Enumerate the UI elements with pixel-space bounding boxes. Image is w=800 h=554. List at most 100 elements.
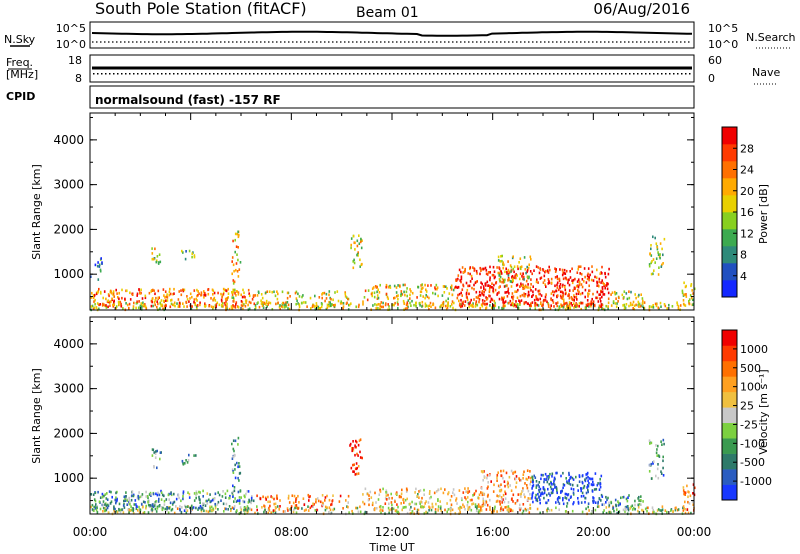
scatter-cell [467,506,470,510]
scatter-cell [481,282,483,286]
scatter-cell [264,291,267,295]
scatter-cell [542,487,545,490]
scatter-cell [92,307,95,311]
scatter-cell [243,291,245,295]
scatter-cell [314,305,316,308]
scatter-cell [100,257,102,260]
nave-point [313,73,315,75]
scatter-cell [106,506,109,510]
scatter-cell [502,300,504,304]
scatter-cell [232,471,235,474]
scatter-cell [652,258,655,261]
freq-unit: [MHz] [6,68,38,81]
scatter-cell [522,277,524,281]
scatter-cell [520,495,522,498]
scatter-cell [361,456,363,460]
scatter-cell [504,278,506,282]
scatter-cell [257,301,259,304]
scatter-cell [582,494,585,498]
nsky-tick-top: 10^5 [56,22,86,35]
colorbar-tick-label: -100 [740,437,765,450]
scatter-cell [355,467,357,471]
scatter-cell [404,307,407,310]
scatter-cell [211,498,214,502]
scatter-cell [391,503,393,507]
scatter-cell [529,307,531,311]
scatter-cell [347,297,349,301]
scatter-cell [168,507,170,510]
scatter-cell [521,512,524,515]
scatter-cell [380,305,383,309]
scatter-cell [585,281,588,284]
scatter-cell [420,284,422,287]
scatter-cell [332,304,335,307]
scatter-cell [112,303,114,307]
scatter-cell [384,497,387,500]
scatter-cell [598,497,601,500]
scatter-cell [550,277,553,281]
scatter-cell [364,510,367,514]
scatter-cell [481,493,484,497]
scatter-cell [591,270,594,274]
scatter-cell [261,304,264,308]
scatter-cell [287,497,290,500]
scatter-cell [316,508,318,512]
scatter-cell [237,275,240,278]
scatter-cell [231,506,234,510]
scatter-cell [144,303,146,306]
scatter-cell [411,299,413,303]
nave-point [353,73,355,75]
scatter-cell [409,512,412,515]
scatter-cell [519,267,522,270]
scatter-cell [400,292,403,295]
scatter-cell [178,496,180,500]
nave-point [641,73,643,75]
scatter-cell [579,272,581,275]
scatter-cell [598,304,601,308]
scatter-cell [462,284,465,288]
scatter-cell [160,491,163,494]
scatter-cell [199,301,201,305]
scatter-cell [507,290,509,293]
scatter-cell [503,304,505,307]
scatter-cell [325,297,328,300]
scatter-cell [295,497,298,500]
scatter-cell [512,500,514,503]
scatter-cell [568,296,571,300]
scatter-cell [549,268,551,272]
scatter-cell [464,496,466,499]
scatter-cell [425,288,427,292]
scatter-cell [585,306,587,309]
scatter-cell [170,299,172,302]
scatter-cell [548,492,550,495]
scatter-cell [352,463,354,467]
scatter-cell [494,301,496,305]
scatter-cell [601,295,603,299]
scatter-cell [510,285,513,288]
scatter-cell [502,508,505,512]
scatter-cell [473,287,475,291]
scatter-cell [568,498,570,502]
nave-point [673,73,675,75]
scatter-cell [109,502,112,505]
scatter-cell [232,282,235,285]
scatter-cell [571,279,573,282]
scatter-cell [295,500,297,503]
scatter-cell [546,508,548,512]
scatter-cell [584,478,586,481]
scatter-cell [529,270,532,273]
scatter-cell [584,500,586,504]
nave-point [513,73,515,75]
scatter-cell [204,302,206,305]
colorbar-segment [722,127,737,145]
scatter-cell [682,299,685,302]
scatter-cell [525,477,528,481]
scatter-cell [473,269,476,272]
scatter-cell [297,507,299,510]
scatter-cell [546,475,548,478]
nave-point [221,73,223,75]
scatter-cell [135,306,137,310]
scatter-cell [477,496,480,500]
scatter-cell [157,500,160,503]
scatter-cell [395,286,398,289]
